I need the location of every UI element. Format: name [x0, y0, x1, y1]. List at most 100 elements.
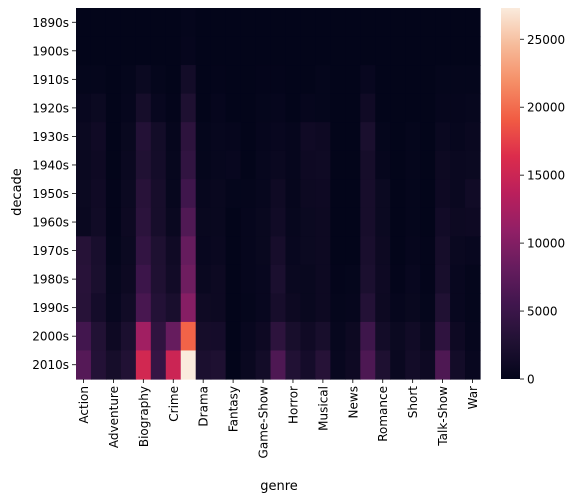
heatmap-cell — [450, 179, 466, 209]
heatmap-cell — [255, 93, 272, 123]
heatmap-cell — [120, 236, 137, 266]
heatmap-cell — [210, 321, 227, 352]
heatmap-cell — [360, 93, 376, 123]
y-tick-label: 1940s — [32, 158, 69, 172]
heatmap-cell — [450, 264, 466, 294]
heatmap-cell — [465, 65, 481, 95]
heatmap-cell — [270, 122, 287, 152]
colorbar-tick-label: 15000 — [527, 169, 565, 183]
heatmap-cell — [435, 293, 451, 323]
heatmap-cell — [195, 150, 212, 180]
heatmap-cell — [255, 350, 272, 380]
heatmap-cell — [450, 350, 466, 380]
heatmap-cell — [330, 8, 346, 38]
heatmap-cell — [375, 207, 391, 237]
heatmap-cell — [195, 179, 212, 209]
y-axis-ticks: 1890s 1900s 1910s 1920s 1930s 1940s 1950s 1960s… — [32, 16, 76, 372]
y-tick-label: 2000s — [32, 330, 69, 344]
heatmap-cell — [180, 350, 197, 380]
heatmap-cell — [315, 8, 331, 38]
x-tick-label: Musical — [316, 386, 330, 431]
y-tick-label: 1910s — [32, 73, 69, 87]
heatmap-cells — [76, 8, 481, 380]
heatmap-cell — [225, 207, 242, 237]
heatmap-cell — [76, 150, 92, 180]
x-tick-label: Drama — [197, 386, 211, 427]
heatmap-cell — [405, 293, 421, 323]
heatmap-cell — [330, 179, 346, 209]
heatmap-cell — [240, 293, 257, 323]
heatmap-cell — [390, 236, 406, 266]
heatmap-cell — [420, 264, 436, 294]
heatmap-cell — [330, 321, 346, 352]
heatmap-cell — [195, 36, 212, 66]
heatmap-cell — [150, 207, 167, 237]
heatmap-cell — [330, 236, 346, 266]
heatmap-cell — [76, 236, 92, 266]
heatmap-cell — [255, 321, 272, 352]
heatmap-cell — [285, 65, 302, 95]
heatmap-cell — [76, 36, 92, 66]
heatmap-cell — [270, 65, 287, 95]
heatmap-cell — [90, 150, 107, 180]
heatmap-cell — [270, 179, 287, 209]
heatmap-cell — [210, 179, 227, 209]
heatmap-cell — [285, 93, 302, 123]
heatmap-cell — [270, 36, 287, 66]
heatmap-cell — [150, 236, 167, 266]
heatmap-cell — [240, 93, 257, 123]
heatmap-cell — [150, 293, 167, 323]
heatmap-cell — [450, 36, 466, 66]
heatmap-cell — [135, 350, 152, 380]
heatmap-cell — [90, 122, 107, 152]
heatmap-cell — [225, 321, 242, 352]
heatmap-cell — [390, 150, 406, 180]
heatmap-cell — [405, 150, 421, 180]
heatmap-cell — [450, 321, 466, 352]
heatmap-cell — [285, 236, 302, 266]
heatmap-cell — [285, 8, 302, 38]
heatmap-cell — [330, 293, 346, 323]
heatmap-cell — [285, 150, 302, 180]
heatmap-cell — [225, 93, 242, 123]
y-tick-label: 2010s — [32, 358, 69, 372]
heatmap-cell — [180, 65, 197, 95]
heatmap-cell — [240, 65, 257, 95]
heatmap-cell — [360, 150, 376, 180]
x-tick-label: Romance — [376, 386, 390, 442]
heatmap-cell — [195, 93, 212, 123]
heatmap-cell — [76, 8, 92, 38]
heatmap-cell — [315, 150, 331, 180]
heatmap-cell — [315, 293, 331, 323]
heatmap-cell — [450, 150, 466, 180]
heatmap-cell — [450, 236, 466, 266]
heatmap-cell — [135, 207, 152, 237]
heatmap-cell — [105, 293, 122, 323]
colorbar — [501, 8, 520, 379]
x-tick-label: Talk-Show — [436, 386, 450, 447]
heatmap-cell — [255, 122, 272, 152]
heatmap-cell — [270, 150, 287, 180]
heatmap-cell — [360, 236, 376, 266]
heatmap-cell — [375, 236, 391, 266]
heatmap-cell — [420, 150, 436, 180]
heatmap-cell — [375, 8, 391, 38]
heatmap-cell — [76, 264, 92, 294]
heatmap-cell — [135, 122, 152, 152]
heatmap-cell — [225, 179, 242, 209]
heatmap-cell — [165, 36, 182, 66]
heatmap-cell — [195, 8, 212, 38]
heatmap-cell — [165, 293, 182, 323]
heatmap-cell — [360, 293, 376, 323]
heatmap-cell — [375, 36, 391, 66]
y-axis-label: decade — [10, 168, 25, 216]
heatmap-cell — [315, 122, 331, 152]
heatmap-cell — [450, 293, 466, 323]
heatmap-cell — [330, 150, 346, 180]
heatmap-cell — [210, 207, 227, 237]
heatmap-cell — [315, 264, 331, 294]
heatmap-cell — [150, 36, 167, 66]
heatmap-cell — [90, 93, 107, 123]
heatmap-cell — [105, 65, 122, 95]
heatmap-cell — [225, 293, 242, 323]
